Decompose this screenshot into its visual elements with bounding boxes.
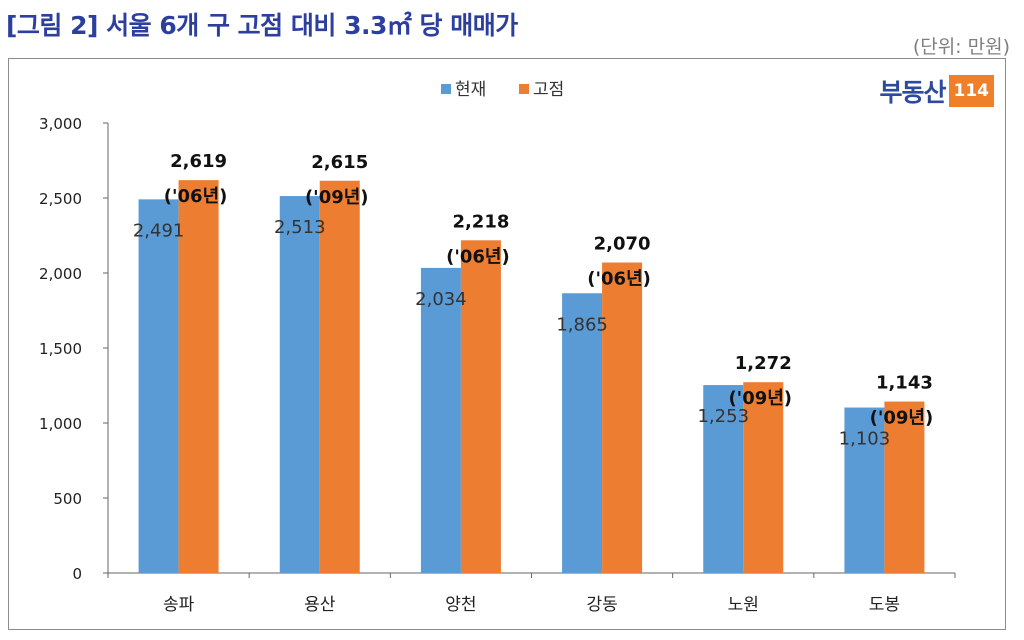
y-tick-label: 1,500: [39, 340, 82, 358]
peak-year-label: ('06년): [446, 246, 510, 267]
current-value-label: 2,491: [133, 220, 185, 241]
x-category-label: 용산: [304, 595, 336, 615]
peak-year-label: ('06년): [164, 186, 228, 207]
logo-box: 114: [948, 75, 994, 107]
legend-label-current: 현재: [455, 80, 486, 100]
peak-value-label: 1,143: [876, 373, 933, 394]
bar-current: [844, 407, 885, 573]
peak-year-label: ('06년): [587, 269, 651, 290]
current-value-label: 2,034: [415, 289, 467, 310]
bar-peak: [602, 262, 643, 573]
current-value-label: 2,513: [274, 217, 326, 238]
y-tick-label: 2,000: [39, 265, 82, 283]
x-category-label: 도봉: [869, 595, 900, 615]
x-category-label: 노원: [728, 595, 759, 615]
bar-peak: [884, 401, 925, 573]
y-tick-label: 2,500: [39, 190, 82, 208]
bar-current: [138, 199, 179, 573]
peak-year-label: ('09년): [728, 388, 792, 409]
bar-current: [279, 196, 320, 574]
bar-peak: [178, 180, 219, 573]
y-tick-label: 3,000: [39, 115, 82, 133]
legend-swatch-current: [441, 84, 451, 94]
x-category-label: 송파: [163, 595, 195, 615]
current-value-label: 1,865: [556, 314, 608, 335]
bar-peak: [460, 240, 501, 574]
brand-logo: 부동산 114: [879, 74, 994, 108]
y-tick-label: 500: [53, 490, 82, 508]
peak-value-label: 2,218: [452, 211, 509, 232]
x-category-label: 양천: [445, 595, 476, 615]
bar-peak: [319, 180, 360, 573]
bar-current: [562, 293, 603, 573]
current-value-label: 1,253: [697, 406, 749, 427]
peak-value-label: 1,272: [735, 353, 792, 374]
current-value-label: 1,103: [839, 429, 891, 450]
legend-swatch-peak: [519, 84, 529, 94]
y-tick-label: 0: [72, 565, 82, 583]
bar-peak: [743, 382, 784, 573]
bar-current: [420, 267, 461, 573]
y-tick-label: 1,000: [39, 415, 82, 433]
unit-label: (단위: 만원): [912, 36, 1010, 58]
peak-value-label: 2,070: [594, 234, 651, 255]
peak-value-label: 2,619: [170, 151, 227, 172]
peak-year-label: ('09년): [870, 408, 934, 429]
logo-text: 부동산: [879, 78, 946, 107]
peak-year-label: ('09년): [305, 187, 369, 208]
legend-label-peak: 고점: [533, 80, 564, 100]
x-category-label: 강동: [586, 595, 617, 615]
peak-value-label: 2,615: [311, 152, 368, 173]
chart-title: [그림 2] 서울 6개 구 고점 대비 3.3㎡ 당 매매가: [6, 11, 518, 40]
bar-current: [703, 385, 744, 573]
